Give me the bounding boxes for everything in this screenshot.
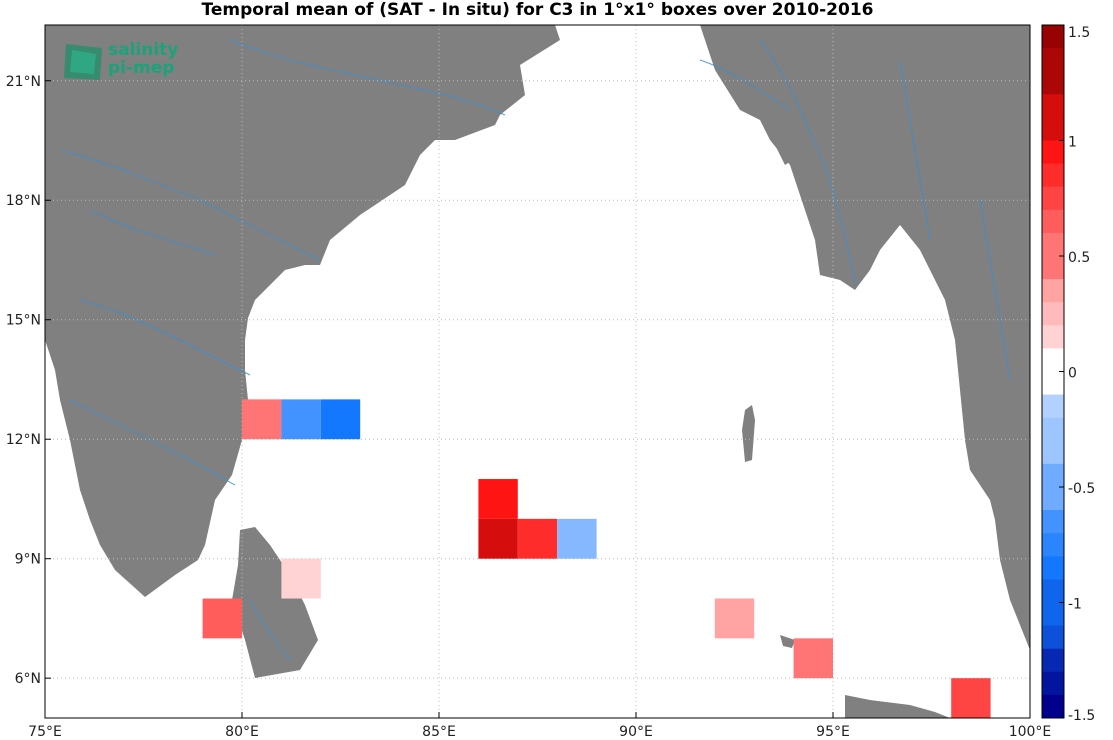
land-sumatra xyxy=(845,695,950,718)
data-boxes xyxy=(202,399,991,718)
colorbar-segment xyxy=(1042,302,1064,326)
y-tick-label: 9°N xyxy=(15,552,41,568)
colorbar-segment xyxy=(1042,94,1064,118)
colorbar-segment xyxy=(1042,348,1064,372)
colorbar-segment xyxy=(1042,256,1064,280)
river-sri-lanka xyxy=(249,599,291,661)
colorbar-segment xyxy=(1042,625,1064,650)
land-masses xyxy=(45,25,1030,718)
colorbar-segment xyxy=(1042,394,1064,419)
colorbar-ticks: 1.5 1 0.5 0 -0.5 -1 -1.5 xyxy=(1059,24,1095,724)
land-india xyxy=(45,25,560,597)
colorbar-segment xyxy=(1042,602,1064,627)
colorbar-segment xyxy=(1042,140,1064,165)
colorbar-segment xyxy=(1042,279,1064,303)
colorbar-segment xyxy=(1042,440,1064,465)
colorbar-segment xyxy=(1042,487,1064,511)
y-tick-label: 21°N xyxy=(6,74,41,90)
land-andaman xyxy=(742,405,755,462)
colorbar xyxy=(1041,24,1065,719)
colorbar-segment xyxy=(1042,510,1064,534)
colorbar-segment xyxy=(1042,71,1064,95)
river-india-3 xyxy=(89,209,216,256)
colorbar-tick-label: 0.5 xyxy=(1068,250,1090,266)
colorbar-segment xyxy=(1042,648,1064,673)
x-tick-label: 85°E xyxy=(422,724,456,740)
river-brahmaputra xyxy=(699,59,791,111)
data-box xyxy=(951,678,991,718)
colorbar-segment xyxy=(1042,325,1064,349)
land-sri-lanka xyxy=(232,527,318,678)
river-ganges xyxy=(229,39,506,116)
x-tick-label: 100°E xyxy=(1009,724,1052,740)
river-india-1 xyxy=(59,149,321,261)
colorbar-segment xyxy=(1042,117,1064,141)
y-tick-label: 6°N xyxy=(15,671,41,687)
colorbar-segment xyxy=(1042,371,1064,396)
plot-frame xyxy=(44,24,1031,719)
colorbar-segment xyxy=(1042,209,1064,234)
colorbar-tick-label: 0 xyxy=(1068,366,1077,382)
river-myanmar-2 xyxy=(899,59,931,241)
colorbar-segment xyxy=(1042,463,1064,488)
colorbar-tick-label: 1.5 xyxy=(1068,25,1090,41)
colorbar-tick-label: -1.5 xyxy=(1068,708,1095,724)
river-myanmar-1 xyxy=(759,39,856,286)
data-box xyxy=(478,479,518,519)
x-tick-label: 75°E xyxy=(28,724,62,740)
data-box xyxy=(281,399,321,440)
salinity-pi-mep-logo: salinity pi-mep xyxy=(60,40,210,90)
data-box xyxy=(793,638,833,679)
x-axis-ticks: 75°E 80°E 85°E 90°E 95°E 100°E xyxy=(28,712,1051,740)
river-india-2 xyxy=(79,299,251,376)
colorbar-segment xyxy=(1042,48,1064,72)
map-title: Temporal mean of (SAT - In situ) for C3 … xyxy=(201,0,874,20)
colorbar-segment xyxy=(1042,163,1064,188)
colorbar-segment xyxy=(1042,417,1064,442)
colorbar-segment xyxy=(1042,694,1064,719)
data-box xyxy=(281,558,321,599)
land-myanmar xyxy=(700,25,1030,650)
x-tick-label: 95°E xyxy=(816,724,850,740)
logo-text-salinity: salinity xyxy=(108,40,179,60)
y-tick-label: 18°N xyxy=(6,193,41,209)
x-tick-label: 80°E xyxy=(225,724,259,740)
data-box xyxy=(557,518,597,559)
y-tick-label: 12°N xyxy=(6,432,41,448)
data-box xyxy=(517,518,558,559)
colorbar-segment xyxy=(1042,186,1064,211)
y-tick-label: 15°N xyxy=(6,313,41,329)
colorbar-segment xyxy=(1042,556,1064,580)
colorbar-tick-label: -0.5 xyxy=(1068,481,1095,497)
logo-icon xyxy=(64,44,102,80)
data-box xyxy=(714,598,755,639)
colorbar-segment xyxy=(1042,671,1064,696)
y-axis-ticks: 6°N 9°N 12°N 15°N 18°N 21°N xyxy=(6,74,51,687)
colorbar-segment xyxy=(1042,579,1064,603)
rivers xyxy=(59,39,1011,661)
land-bay-islet xyxy=(775,142,800,165)
x-tick-label: 90°E xyxy=(619,724,653,740)
land-nicobar xyxy=(780,635,795,648)
river-myanmar-3 xyxy=(979,199,1011,381)
data-box xyxy=(320,399,361,440)
colorbar-segment xyxy=(1042,533,1064,557)
colorbar-tick-label: -1 xyxy=(1068,597,1082,613)
data-box xyxy=(242,399,282,440)
data-box xyxy=(478,518,518,559)
data-box xyxy=(202,598,242,639)
logo-text-pi-mep: pi-mep xyxy=(108,58,175,78)
colorbar-segment xyxy=(1042,25,1064,49)
colorbar-segment xyxy=(1042,232,1064,257)
colorbar-tick-label: 1 xyxy=(1068,135,1077,151)
river-india-4 xyxy=(69,399,236,486)
